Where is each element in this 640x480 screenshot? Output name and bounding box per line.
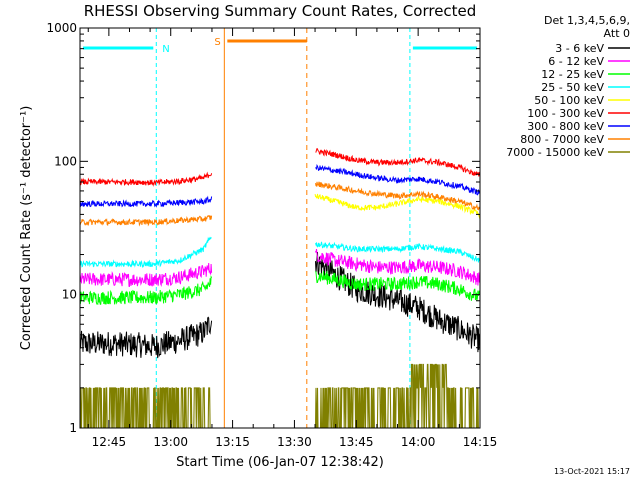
- legend-header-detectors: Det 1,3,4,5,6,9,: [544, 14, 630, 27]
- flag-layer: NS: [83, 37, 477, 55]
- series-line: [79, 236, 212, 269]
- x-tick-label: 13:00: [153, 435, 188, 449]
- series-line: [79, 171, 213, 187]
- x-tick-label: 13:45: [339, 435, 374, 449]
- x-tick-label: 12:45: [92, 435, 127, 449]
- series-800-7000-kev: [79, 181, 481, 227]
- plot-frame: [79, 27, 481, 429]
- series-line: [79, 195, 213, 208]
- legend-label: 800 - 7000 keV: [520, 133, 604, 146]
- axis-layer: 1 10 100 1000 12:45 13:00 13:15 13:30 13:45 14:00…: [46, 21, 497, 449]
- x-tick-label: 13:30: [277, 435, 312, 449]
- legend-label: 7000 - 15000 keV: [506, 146, 604, 159]
- legend-label: 6 - 12 keV: [548, 55, 604, 68]
- series-line: [79, 275, 213, 305]
- x-tick-label: 13:15: [215, 435, 250, 449]
- y-tick-label: 10: [62, 288, 77, 302]
- legend-label: 300 - 800 keV: [527, 120, 604, 133]
- series-layer: [79, 148, 481, 429]
- series-line: [315, 241, 481, 263]
- series-3-6-kev: [79, 251, 481, 359]
- series-line: [315, 163, 481, 196]
- legend-header-attenuator: Att 0: [604, 27, 630, 40]
- legend-label: 12 - 25 keV: [541, 68, 604, 81]
- series-line: [315, 181, 481, 211]
- series-50-100-kev: [314, 193, 481, 219]
- series-6-12-kev: [79, 249, 481, 288]
- footer-date: 13-Oct-2021 15:17: [554, 467, 630, 476]
- series-line: [79, 214, 213, 227]
- series-12-25-kev: [79, 270, 481, 305]
- series-100-300-kev: [79, 148, 481, 187]
- flag-label: N: [162, 44, 169, 55]
- x-tick-label: 14:00: [401, 435, 436, 449]
- legend-label: 50 - 100 keV: [534, 94, 604, 107]
- y-tick-label: 1000: [46, 21, 77, 35]
- legend-label: 100 - 300 keV: [527, 107, 604, 120]
- series-line: [315, 249, 481, 286]
- series-line: [315, 148, 481, 177]
- series-300-800-kev: [79, 163, 481, 208]
- series-line: [315, 251, 481, 353]
- series-line: [314, 193, 481, 219]
- chart-title: RHESSI Observing Summary Count Rates, Co…: [84, 2, 477, 20]
- series-line: [79, 316, 213, 359]
- series-line: [314, 363, 480, 429]
- y-axis-label: Corrected Count Rate (s⁻¹ detector⁻¹): [19, 106, 34, 351]
- y-tick-label: 1: [69, 421, 77, 435]
- y-tick-label: 100: [54, 154, 77, 168]
- x-tick-label: 14:15: [463, 435, 498, 449]
- flag-label: S: [214, 37, 220, 48]
- series-25-50-kev: [79, 236, 481, 269]
- legend-label: 25 - 50 keV: [541, 81, 604, 94]
- series-line: [315, 270, 481, 301]
- legend-label: 3 - 6 keV: [555, 42, 604, 55]
- x-axis-label: Start Time (06-Jan-07 12:38:42): [176, 455, 384, 470]
- series-line: [79, 262, 213, 288]
